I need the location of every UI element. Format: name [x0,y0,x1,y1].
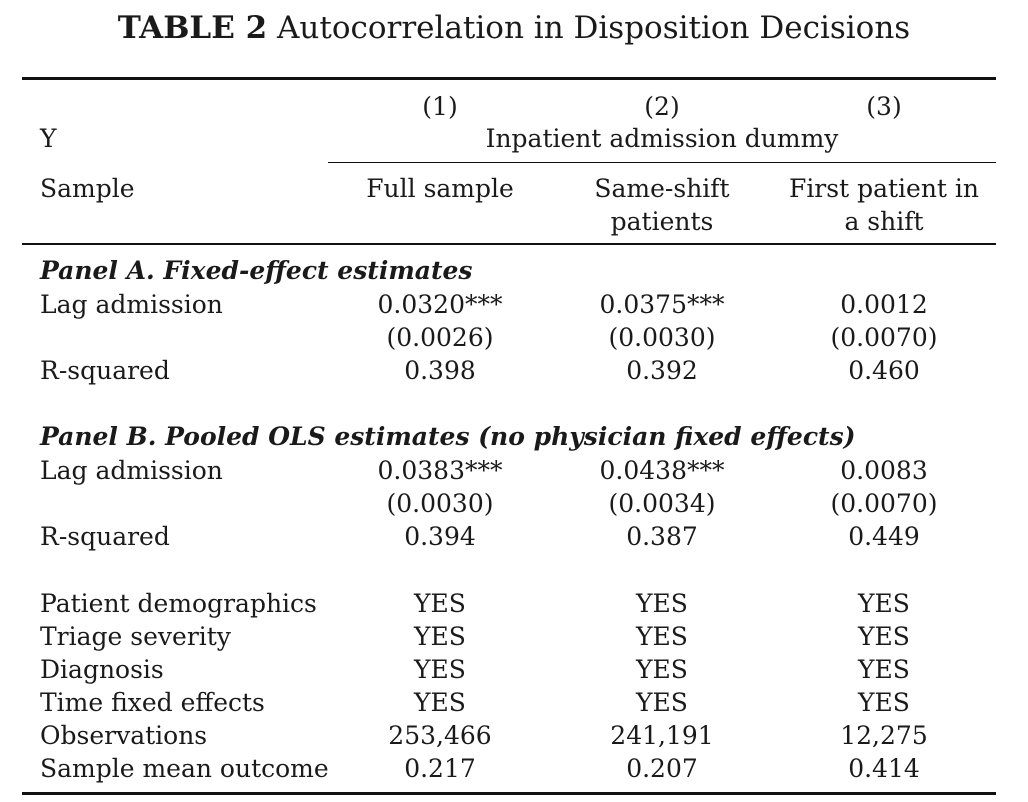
sample-row-continued: patients a shift [0,205,1028,238]
table-row: Observations 253,466 241,191 12,275 [0,719,1028,752]
table-cell: 0.394 [404,522,476,551]
table-cell: 0.0383*** [377,456,503,485]
table-cell: 0.0375*** [599,290,725,319]
table-row: Lag admission 0.0383*** 0.0438*** 0.0083 [0,454,1028,487]
table-cell: 12,275 [840,721,928,750]
table-cell: 253,466 [388,721,492,750]
table-cell: 0.0012 [840,290,928,319]
row-label: Patient demographics [40,589,317,618]
table-cell: 241,191 [610,721,714,750]
row-label: Diagnosis [40,655,164,684]
row-label: Sample mean outcome [40,754,329,783]
row-label: R-squared [40,522,170,551]
table-cell: 0.392 [626,356,698,385]
sample-name: First patient in [788,174,980,203]
dependent-variable-row: Y Inpatient admission dummy [0,122,1028,155]
row-label: Lag admission [40,456,223,485]
y-value: Inpatient admission dummy [485,124,839,153]
header-subrule [328,162,996,163]
row-label: Triage severity [40,622,231,651]
sample-name: patients [610,207,714,236]
table-cell: YES [636,688,688,717]
table-cell: YES [636,589,688,618]
sample-name: a shift [844,207,924,236]
sample-name: Full sample [366,174,514,203]
table-cell: YES [858,622,910,651]
sample-label: Sample [40,174,135,203]
table-cell: 0.0083 [840,456,928,485]
table-cell: 0.414 [848,754,920,783]
table-cell: 0.460 [848,356,920,385]
table-cell: YES [636,655,688,684]
table-title: TABLE 2 Autocorrelation in Disposition D… [0,8,1028,48]
table-cell: 0.398 [404,356,476,385]
table-cell: YES [858,655,910,684]
standard-error-cell: (0.0070) [830,323,938,352]
table-row: (0.0030) (0.0034) (0.0070) [0,487,1028,520]
table-caption: Autocorrelation in Disposition Decisions [277,10,911,46]
table-row: R-squared 0.398 0.392 0.460 [0,354,1028,387]
table-cell: YES [414,655,466,684]
table-row: Patient demographics YES YES YES [0,587,1028,620]
header-rule [22,243,996,245]
table-cell: YES [858,688,910,717]
row-label: Observations [40,721,208,750]
row-label: R-squared [40,356,170,385]
table-cell: YES [636,622,688,651]
standard-error-cell: (0.0026) [386,323,494,352]
table-row: Sample mean outcome 0.217 0.207 0.414 [0,752,1028,785]
table-cell: 0.207 [626,754,698,783]
table-row: Time fixed effects YES YES YES [0,686,1028,719]
row-label: Lag admission [40,290,223,319]
standard-error-cell: (0.0034) [608,489,716,518]
table-cell: YES [414,622,466,651]
sample-name: Same-shift [594,174,730,203]
table-row: (0.0026) (0.0030) (0.0070) [0,321,1028,354]
table-cell: 0.217 [404,754,476,783]
standard-error-cell: (0.0030) [386,489,494,518]
standard-error-cell: (0.0070) [830,489,938,518]
bottom-rule [22,792,996,795]
table-label: TABLE 2 [117,10,268,46]
table-cell: 0.387 [626,522,698,551]
standard-error-cell: (0.0030) [608,323,716,352]
column-number-row: (1) (2) (3) [0,90,1028,123]
column-number: (3) [866,92,902,121]
table-row: Lag admission 0.0320*** 0.0375*** 0.0012 [0,288,1028,321]
row-label: Time fixed effects [40,688,265,717]
table-row: Triage severity YES YES YES [0,620,1028,653]
table-cell: YES [858,589,910,618]
table-cell: 0.449 [848,522,920,551]
top-rule [22,77,996,80]
table-cell: 0.0320*** [377,290,503,319]
column-number: (2) [644,92,680,121]
table-cell: YES [414,688,466,717]
table-row: Diagnosis YES YES YES [0,653,1028,686]
sample-row: Sample Full sample Same-shift First pati… [0,172,1028,205]
panel-b-title: Panel B. Pooled OLS estimates (no physic… [40,422,856,451]
y-label: Y [40,124,57,153]
table-row: R-squared 0.394 0.387 0.449 [0,520,1028,553]
panel-a-title: Panel A. Fixed-effect estimates [40,256,473,285]
table-cell: 0.0438*** [599,456,725,485]
column-number: (1) [422,92,458,121]
table-cell: YES [414,589,466,618]
